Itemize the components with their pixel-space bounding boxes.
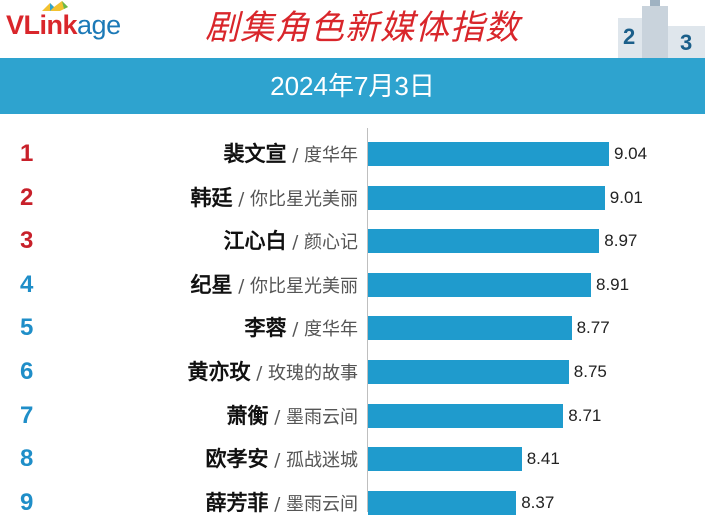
rank-number: 2	[20, 183, 34, 211]
role-name: 萧衡	[226, 403, 269, 428]
drama-name: 颜心记	[304, 232, 358, 254]
podium-label-2: 2	[623, 24, 635, 49]
drama-name: 孤战迷城	[286, 450, 358, 472]
category-label: 萧衡 / 墨雨云间	[226, 403, 358, 428]
logo-v: V	[6, 10, 24, 40]
data-label: 9.01	[609, 187, 643, 207]
rank-number: 7	[20, 401, 34, 429]
role-name: 江心白	[223, 229, 287, 254]
role-name: 李蓉	[244, 316, 287, 341]
chart-row: 5 李蓉 / 度华年 8.77	[0, 306, 705, 350]
data-label: 8.97	[604, 231, 638, 251]
drama-name: 玫瑰的故事	[268, 363, 358, 384]
bar	[368, 360, 569, 384]
role-name: 薛芳菲	[205, 490, 269, 515]
role-name: 裴文宣	[223, 142, 287, 166]
category-label: 纪星 / 你比星光美丽	[190, 272, 358, 297]
bar	[368, 185, 605, 210]
data-label: 8.41	[526, 449, 560, 469]
chart-row: 6 黄亦玫 / 玫瑰的故事 8.75	[0, 350, 705, 394]
category-label: 薛芳菲 / 墨雨云间	[205, 490, 358, 515]
data-label: 8.71	[568, 405, 602, 425]
drama-name: 墨雨云间	[286, 493, 358, 515]
data-label: 8.91	[596, 274, 630, 294]
rank-number: 6	[20, 358, 34, 385]
logo-link: Link	[23, 10, 78, 40]
chart-row: 2 韩廷 / 你比星光美丽 9.01	[0, 176, 705, 220]
data-label: 8.77	[576, 318, 610, 338]
chart-row: 9 薛芳菲 / 墨雨云间 8.37	[0, 481, 705, 525]
category-label: 韩廷 / 你比星光美丽	[190, 185, 358, 210]
bar	[368, 272, 591, 297]
drama-name: 度华年	[304, 319, 358, 341]
drama-name: 墨雨云间	[286, 406, 358, 428]
chart-row: 3 江心白 / 颜心记 8.97	[0, 219, 705, 263]
rank-number: 3	[20, 227, 34, 255]
rank-number: 4	[20, 270, 34, 298]
role-name: 欧孝安	[205, 447, 269, 472]
bar	[368, 142, 609, 166]
podium-label-3: 3	[680, 30, 692, 55]
category-label: 李蓉 / 度华年	[244, 316, 358, 341]
bar	[368, 403, 564, 428]
chart-axis	[367, 128, 368, 512]
rank-number: 9	[20, 488, 34, 516]
category-label: 江心白 / 颜心记	[223, 229, 358, 254]
rank-number: 5	[20, 314, 34, 342]
bar	[368, 316, 572, 341]
podium-icon: 2 3	[612, 0, 705, 58]
date-banner: 2024年7月3日	[0, 58, 705, 114]
role-name: 纪星	[190, 272, 233, 297]
bar	[368, 447, 522, 472]
date-label: 2024年7月3日	[270, 71, 435, 101]
bar	[368, 490, 517, 515]
chart-row: 1 裴文宣 / 度华年 9.04	[0, 132, 705, 176]
chart-row: 4 纪星 / 你比星光美丽 8.91	[0, 263, 705, 307]
page-title: 剧集角色新媒体指数	[205, 8, 520, 48]
vlinkage-logo: VLinkage	[6, 8, 121, 42]
chart-row: 8 欧孝安 / 孤战迷城 8.41	[0, 437, 705, 481]
role-name: 黄亦玫	[187, 360, 251, 384]
rank-number: 8	[20, 445, 34, 473]
rank-number: 1	[20, 140, 34, 167]
role-name: 韩廷	[190, 185, 233, 210]
category-label: 黄亦玫 / 玫瑰的故事	[187, 360, 358, 384]
category-label: 裴文宣 / 度华年	[223, 142, 358, 166]
category-label: 欧孝安 / 孤战迷城	[205, 447, 358, 472]
data-label: 9.04	[614, 144, 648, 163]
bar	[368, 229, 600, 254]
drama-name: 你比星光美丽	[250, 188, 358, 210]
drama-name: 度华年	[304, 145, 358, 166]
chart-row: 7 萧衡 / 墨雨云间 8.71	[0, 394, 705, 438]
logo-flag-icon	[42, 1, 68, 11]
data-label: 8.75	[573, 362, 607, 381]
logo-age: age	[77, 10, 121, 40]
drama-name: 你比星光美丽	[250, 275, 358, 297]
header: VLinkage 剧集角色新媒体指数 2 3	[0, 0, 705, 58]
data-label: 8.37	[521, 492, 555, 512]
